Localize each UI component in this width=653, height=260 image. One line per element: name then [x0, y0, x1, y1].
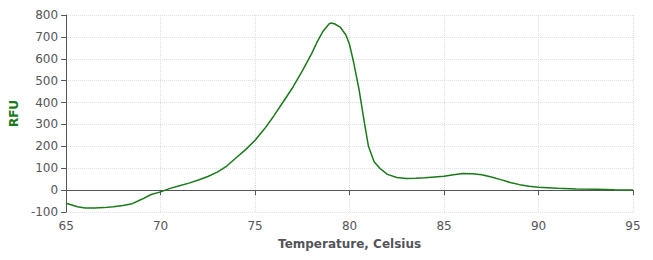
svg-text:600: 600 — [35, 52, 58, 66]
svg-text:90: 90 — [531, 219, 546, 233]
svg-text:200: 200 — [35, 139, 58, 153]
svg-text:700: 700 — [35, 30, 58, 44]
svg-text:300: 300 — [35, 117, 58, 131]
svg-text:RFU: RFU — [7, 100, 21, 127]
svg-text:400: 400 — [35, 96, 58, 110]
svg-text:75: 75 — [247, 219, 262, 233]
svg-text:65: 65 — [58, 219, 73, 233]
svg-text:85: 85 — [436, 219, 451, 233]
svg-text:Temperature, Celsius: Temperature, Celsius — [278, 237, 421, 251]
svg-text:-100: -100 — [31, 205, 58, 219]
svg-text:80: 80 — [342, 219, 357, 233]
svg-text:500: 500 — [35, 74, 58, 88]
svg-text:95: 95 — [625, 219, 640, 233]
svg-text:70: 70 — [153, 219, 168, 233]
svg-text:0: 0 — [50, 183, 58, 197]
svg-text:800: 800 — [35, 8, 58, 22]
svg-text:100: 100 — [35, 161, 58, 175]
